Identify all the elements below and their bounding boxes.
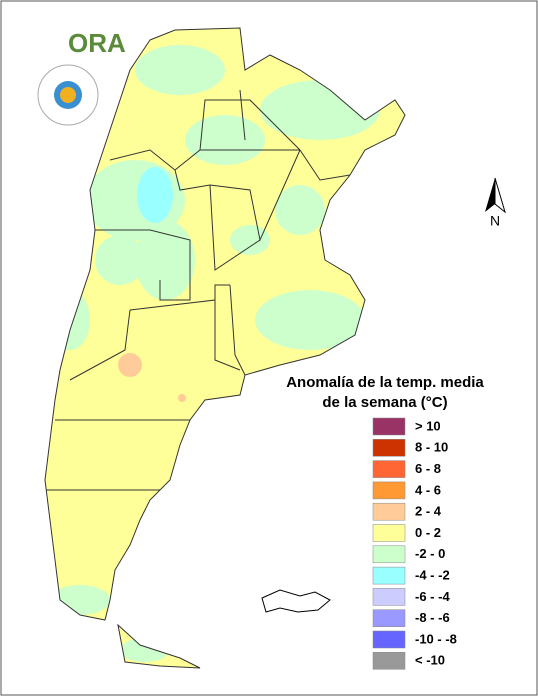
legend-swatch [372, 417, 406, 436]
north-arrow: N [485, 177, 506, 229]
legend-label: -4 - -2 [415, 568, 450, 583]
legend-label: 8 - 10 [415, 440, 448, 455]
legend-label: 6 - 8 [415, 461, 441, 476]
legend-swatch [372, 460, 406, 478]
legend-label: -6 - -4 [415, 589, 450, 604]
legend-label: 0 - 2 [415, 525, 441, 540]
legend-label: 4 - 6 [415, 482, 441, 497]
legend-label: -10 - -8 [415, 631, 457, 646]
legend-swatch [372, 439, 406, 457]
logo-seal-sun [60, 87, 76, 103]
legend-title: Anomalía de la temp. media [286, 374, 484, 391]
legend-swatch [372, 630, 406, 649]
legend-label: < -10 [415, 653, 445, 668]
legend-label: -8 - -6 [415, 610, 450, 625]
legend: Anomalía de la temp. media de la semana … [286, 374, 484, 670]
legend-swatch [372, 502, 406, 521]
legend-label: > 10 [415, 418, 441, 433]
legend-swatch [372, 545, 406, 564]
logo: ORA [37, 28, 126, 126]
legend-swatch [372, 524, 406, 542]
legend-label: -2 - 0 [415, 546, 445, 561]
legend-swatch [372, 588, 406, 606]
legend-swatch [372, 481, 406, 500]
legend-label: 2 - 4 [415, 504, 442, 519]
islands [261, 589, 331, 613]
legend-title: de la semana (°C) [322, 394, 447, 411]
legend-swatch [372, 652, 406, 670]
logo-text: ORA [68, 28, 126, 58]
legend-swatch [372, 609, 406, 627]
country-outline [44, 27, 406, 669]
north-label: N [490, 213, 500, 229]
legend-swatch [372, 566, 406, 585]
